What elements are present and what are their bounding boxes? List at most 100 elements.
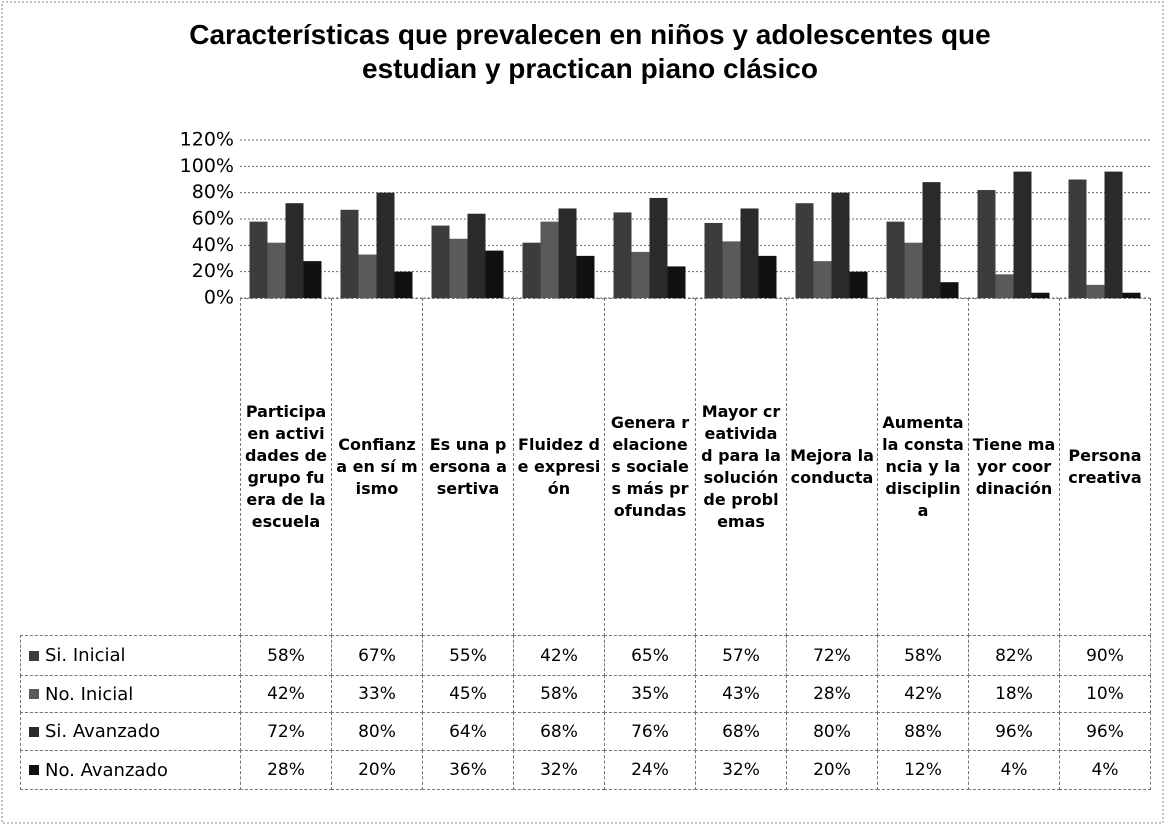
data-label: 96%	[968, 712, 1060, 751]
bar	[758, 255, 777, 298]
legend-text: Si. Inicial	[45, 645, 126, 666]
bar	[795, 203, 814, 298]
y-tick-label: 40%	[192, 234, 234, 256]
y-tick-label: 120%	[180, 129, 234, 151]
data-label: 32%	[513, 750, 605, 790]
legend-entry: Si. Inicial	[20, 635, 241, 676]
bar	[1031, 292, 1050, 298]
bar	[1013, 171, 1032, 298]
data-label: 12%	[877, 750, 969, 790]
bar	[394, 271, 413, 298]
data-label: 58%	[877, 635, 969, 676]
bar	[1086, 284, 1105, 298]
category-label: Es una persona asertiva	[422, 298, 514, 636]
data-label: 88%	[877, 712, 969, 751]
category-label: Genera relaciones sociales más profundas	[604, 298, 696, 636]
bar	[558, 208, 577, 298]
data-label: 36%	[422, 750, 514, 790]
category-label: Participa en actividades de grupo fuera …	[240, 298, 332, 636]
bar	[1104, 171, 1123, 298]
data-label: 82%	[968, 635, 1060, 676]
bar	[340, 209, 359, 298]
data-label: 45%	[422, 675, 514, 713]
bar	[285, 203, 304, 298]
data-label: 64%	[422, 712, 514, 751]
bar	[576, 255, 595, 298]
legend-key	[29, 726, 39, 737]
data-label: 20%	[786, 750, 878, 790]
bar	[922, 182, 941, 298]
bar	[431, 225, 450, 298]
y-tick-label: 80%	[192, 181, 234, 203]
legend-text: No. Avanzado	[45, 759, 168, 781]
data-label: 10%	[1059, 675, 1151, 713]
bar	[485, 250, 504, 298]
legend-key	[29, 650, 39, 661]
data-label: 55%	[422, 635, 514, 676]
category-label: Aumenta la constancia y la disciplina	[877, 298, 969, 636]
category-label: Persona creativa	[1059, 298, 1151, 636]
bar	[831, 192, 850, 298]
legend-entry: Si. Avanzado	[20, 712, 241, 751]
data-label: 33%	[331, 675, 423, 713]
y-tick-label: 60%	[192, 208, 234, 230]
bar	[940, 282, 959, 298]
bar	[704, 222, 723, 298]
data-label: 80%	[786, 712, 878, 751]
y-tick-label: 20%	[192, 260, 234, 282]
bar	[358, 254, 377, 298]
bar	[722, 241, 741, 298]
bar	[886, 221, 905, 298]
data-label: 4%	[1059, 750, 1151, 790]
bar	[977, 190, 996, 298]
legend-key	[29, 689, 39, 699]
data-label: 90%	[1059, 635, 1151, 676]
data-label: 68%	[513, 712, 605, 751]
bar	[522, 242, 541, 298]
legend-entry: No. Avanzado	[20, 750, 241, 790]
data-label: 42%	[877, 675, 969, 713]
bar	[1122, 292, 1141, 298]
data-label: 28%	[240, 750, 332, 790]
data-label: 32%	[695, 750, 787, 790]
bar	[540, 221, 559, 298]
y-tick-label: 100%	[180, 155, 234, 177]
category-label: Mayor creatividad para la solución de pr…	[695, 298, 787, 636]
bar	[613, 212, 632, 298]
data-label: 24%	[604, 750, 696, 790]
data-label: 58%	[513, 675, 605, 713]
y-tick-label: 0%	[204, 287, 234, 309]
data-label: 35%	[604, 675, 696, 713]
data-label: 18%	[968, 675, 1060, 713]
chart-title: Características que prevalecen en niños …	[189, 19, 991, 84]
bar	[667, 266, 686, 298]
bar	[849, 271, 868, 298]
data-label: 42%	[240, 675, 332, 713]
data-label: 20%	[331, 750, 423, 790]
data-label: 67%	[331, 635, 423, 676]
data-label: 80%	[331, 712, 423, 751]
bar	[631, 251, 650, 298]
bar	[267, 242, 286, 298]
data-label: 42%	[513, 635, 605, 676]
bar	[649, 197, 668, 298]
data-label: 57%	[695, 635, 787, 676]
data-label: 58%	[240, 635, 332, 676]
data-label: 68%	[695, 712, 787, 751]
data-label: 72%	[786, 635, 878, 676]
data-label: 76%	[604, 712, 696, 751]
legend-key	[29, 765, 39, 775]
legend-text: Si. Avanzado	[45, 721, 161, 742]
category-label: Mejora la conducta	[786, 298, 878, 636]
data-label: 43%	[695, 675, 787, 713]
data-label: 96%	[1059, 712, 1151, 751]
bar	[249, 221, 268, 298]
data-label: 72%	[240, 712, 332, 751]
data-label: 65%	[604, 635, 696, 676]
bar	[995, 274, 1014, 298]
bar	[904, 242, 923, 298]
bar	[740, 208, 759, 298]
category-label: Confianza en sí mismo	[331, 298, 423, 636]
category-label: Tiene mayor coordinación	[968, 298, 1060, 636]
